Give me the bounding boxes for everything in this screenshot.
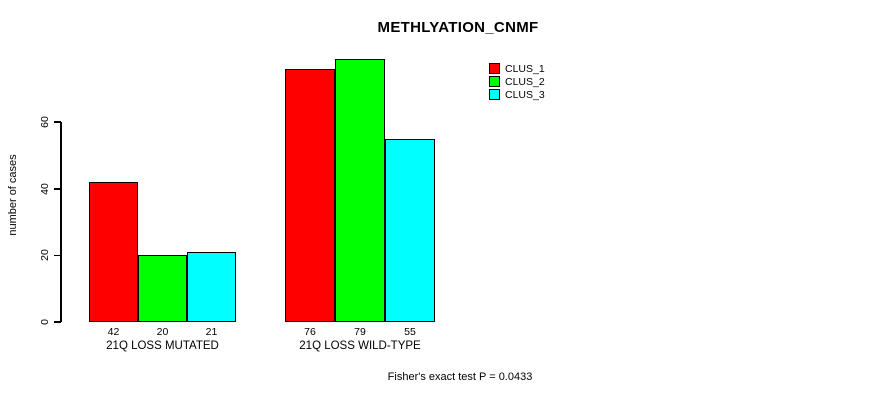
y-tick-label: 0 [39,319,51,325]
legend-row: CLUS_3 [489,88,545,101]
y-axis-label: number of cases [7,154,19,236]
y-axis-line [60,122,62,322]
legend-swatch-clus_1 [489,63,500,74]
legend-label: CLUS_2 [505,75,545,88]
bar-group [285,58,435,322]
legend-label: CLUS_1 [505,62,545,75]
y-tick-label: 40 [39,182,51,195]
bar-value-label: 20 [156,326,169,338]
y-tick-mark [54,188,61,190]
bar-clus_3 [187,252,236,322]
y-tick-mark [54,121,61,123]
bar-value-label: 42 [107,326,120,338]
bar-value-label: 21 [205,326,218,338]
bar-clus_2 [335,58,385,322]
bar-value-label: 76 [304,326,316,338]
group-label: 21Q LOSS WILD-TYPE [299,340,421,352]
group-label: 21Q LOSS MUTATED [106,340,219,352]
y-tick-mark [54,254,61,257]
bar-value-labels: 42 20 21 [89,326,236,338]
bar-value-label: 79 [354,326,366,338]
y-tick-label: 60 [39,116,51,129]
legend-row: CLUS_2 [489,75,545,88]
bar-clus_3 [385,138,435,322]
legend-swatch-clus_3 [489,89,500,100]
chart-title: METHLYATION_CNMF [377,19,539,36]
fisher-test-note: Fisher's exact test P = 0.0433 [387,371,533,383]
bar-value-labels: 76 79 55 [285,326,435,338]
y-tick-label: 20 [39,249,51,262]
bar-group [89,182,236,322]
bar-clus_1 [285,68,335,322]
y-tick-mark [54,321,61,323]
legend-row: CLUS_1 [489,62,545,75]
legend: CLUS_1 CLUS_2 CLUS_3 [489,62,545,101]
legend-swatch-clus_2 [489,76,500,87]
legend-label: CLUS_3 [505,88,545,101]
bar-clus_2 [138,255,187,322]
bar-value-label: 55 [404,326,416,338]
bar-clus_1 [89,182,138,322]
